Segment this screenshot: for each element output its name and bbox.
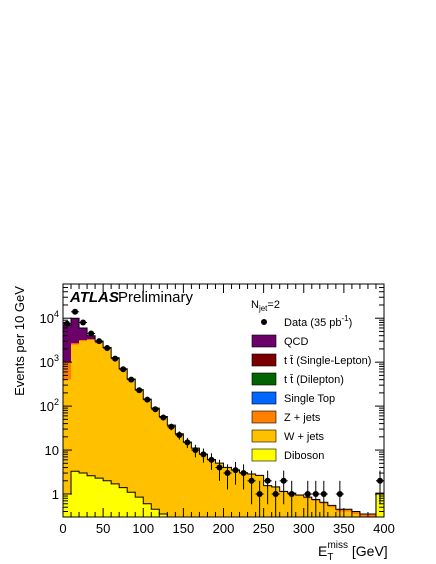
data-point (168, 423, 175, 430)
data-point (176, 432, 183, 439)
y-tick-label: 1 (52, 487, 59, 502)
data-point (136, 387, 143, 394)
diboson-histogram (63, 471, 384, 517)
x-tick-label: 200 (213, 521, 235, 536)
data-point (304, 491, 311, 498)
data-point (232, 467, 239, 474)
legend-swatch (251, 410, 277, 424)
njet-label: Njet=2 (251, 299, 280, 313)
legend-swatch (251, 391, 277, 405)
data-points (63, 308, 384, 517)
data-point (248, 477, 255, 484)
data-point (312, 491, 319, 498)
data-point (224, 470, 231, 477)
x-tick-label: 0 (59, 521, 66, 536)
data-point (64, 320, 71, 327)
data-point (240, 470, 247, 477)
legend-label: Diboson (284, 450, 324, 462)
legend-swatch (251, 372, 277, 386)
legend-label-data: Data (35 pb-1) (284, 314, 352, 329)
x-tick-label: 100 (132, 521, 154, 536)
preliminary-label: Preliminary (118, 289, 194, 306)
x-tick-label: 300 (293, 521, 315, 536)
data-point (272, 491, 279, 498)
legend-label: t t̄ (Dilepton) (284, 374, 344, 386)
y-tick-label: 102 (40, 397, 59, 414)
data-point (80, 319, 87, 326)
data-point (144, 396, 151, 403)
data-point (72, 308, 79, 315)
x-tick-label: 150 (173, 521, 195, 536)
data-point (160, 414, 167, 421)
data-point (104, 344, 111, 351)
data-point (184, 439, 191, 446)
y-tick-label: 10 (45, 443, 59, 458)
data-point (120, 366, 127, 373)
x-axis-label-unit: [GeV] (348, 543, 388, 559)
x-tick-label: 50 (96, 521, 110, 536)
legend-swatch (251, 353, 277, 367)
diboson-outline (63, 470, 384, 517)
data-point (216, 464, 223, 471)
stacked-histograms (63, 308, 384, 517)
x-axis-label: ETmiss [GeV] (318, 540, 388, 563)
legend-label: Single Top (284, 393, 335, 405)
data-point (112, 355, 119, 362)
x-axis-label-sup: miss (327, 540, 348, 551)
data-point (336, 491, 343, 498)
legend-label: Z + jets (284, 412, 321, 424)
atlas-label: ATLAS (69, 289, 119, 306)
x-axis-label-sub: T (327, 552, 333, 563)
legend-label: W + jets (284, 431, 325, 443)
legend-label: t t̄ (Single-Lepton) (284, 355, 371, 367)
legend-swatch (251, 334, 277, 348)
njet-label-sub: jet (258, 304, 268, 313)
x-tick-label: 400 (373, 521, 395, 536)
data-point (264, 477, 271, 484)
data-point (200, 451, 207, 458)
x-tick-label: 250 (253, 521, 275, 536)
legend-swatch (251, 429, 277, 443)
wjets-histogram (63, 339, 384, 517)
data-point (280, 477, 287, 484)
data-point (320, 491, 327, 498)
data-point (208, 456, 215, 463)
data-point (288, 491, 295, 498)
data-point (192, 447, 199, 454)
data-point (96, 338, 103, 345)
njet-label-main: N (251, 299, 259, 311)
x-axis-label-main: E (318, 543, 327, 559)
x-tick-label: 350 (333, 521, 355, 536)
y-axis-label: Events per 10 GeV (12, 286, 27, 396)
data-point (128, 376, 135, 383)
y-tick-label: 104 (40, 309, 59, 326)
njet-label-val: =2 (267, 299, 280, 311)
legend-label: QCD (284, 336, 309, 348)
y-tick-label: 103 (40, 353, 59, 370)
legend-swatch (251, 448, 277, 462)
legend-marker-data (261, 319, 267, 325)
legend: Data (35 pb-1) QCD t t̄ (Single-Lepton) t t… (251, 314, 371, 462)
data-point (256, 491, 263, 498)
data-point (152, 406, 159, 413)
data-point (88, 330, 95, 337)
